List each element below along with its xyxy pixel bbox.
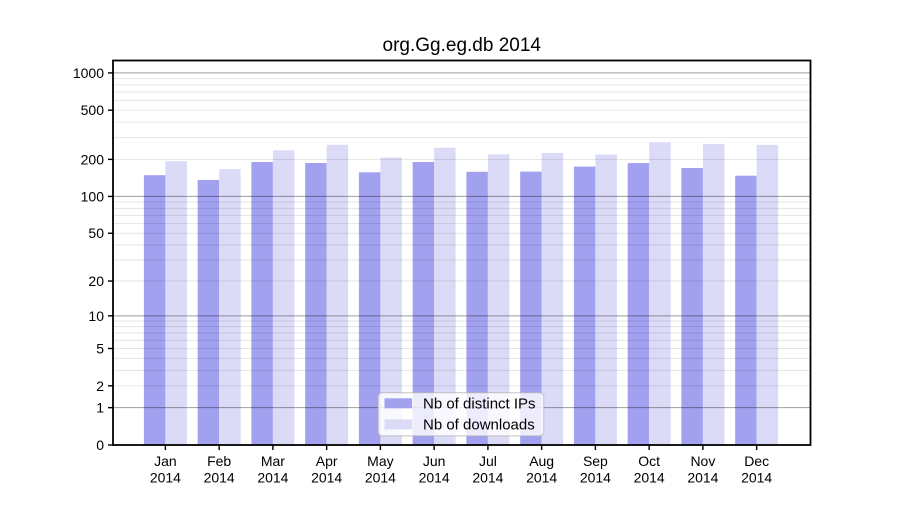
svg-text:2014: 2014 (257, 470, 288, 486)
svg-text:100: 100 (81, 188, 105, 204)
svg-text:2: 2 (96, 378, 104, 394)
svg-text:Mar: Mar (261, 453, 285, 469)
svg-text:Jan: Jan (154, 453, 177, 469)
svg-text:2014: 2014 (634, 470, 665, 486)
svg-text:Jun: Jun (423, 453, 446, 469)
svg-text:Sep: Sep (583, 453, 608, 469)
svg-text:2014: 2014 (150, 470, 181, 486)
svg-text:50: 50 (88, 225, 104, 241)
svg-text:0: 0 (96, 437, 104, 453)
svg-text:org.Gg.eg.db 2014: org.Gg.eg.db 2014 (383, 35, 542, 56)
svg-text:Jul: Jul (479, 453, 497, 469)
svg-text:2014: 2014 (365, 470, 396, 486)
svg-text:Feb: Feb (207, 453, 231, 469)
svg-text:5: 5 (96, 341, 104, 357)
svg-text:10: 10 (88, 308, 104, 324)
svg-text:2014: 2014 (204, 470, 235, 486)
svg-text:200: 200 (81, 151, 105, 167)
svg-text:Apr: Apr (316, 453, 338, 469)
svg-text:Nb of downloads: Nb of downloads (423, 416, 535, 433)
svg-text:2014: 2014 (311, 470, 342, 486)
svg-text:2014: 2014 (472, 470, 503, 486)
svg-text:20: 20 (88, 273, 104, 289)
svg-text:2014: 2014 (419, 470, 450, 486)
svg-text:Aug: Aug (529, 453, 554, 469)
svg-text:Nb of distinct IPs: Nb of distinct IPs (423, 395, 536, 412)
svg-text:Dec: Dec (744, 453, 769, 469)
svg-text:2014: 2014 (526, 470, 557, 486)
svg-text:2014: 2014 (580, 470, 611, 486)
svg-text:May: May (367, 453, 393, 469)
svg-text:1000: 1000 (73, 65, 104, 81)
svg-text:2014: 2014 (687, 470, 718, 486)
svg-text:500: 500 (81, 102, 105, 118)
svg-text:2014: 2014 (741, 470, 772, 486)
svg-text:1: 1 (96, 400, 104, 416)
svg-text:Oct: Oct (638, 453, 660, 469)
svg-text:Nov: Nov (690, 453, 715, 469)
